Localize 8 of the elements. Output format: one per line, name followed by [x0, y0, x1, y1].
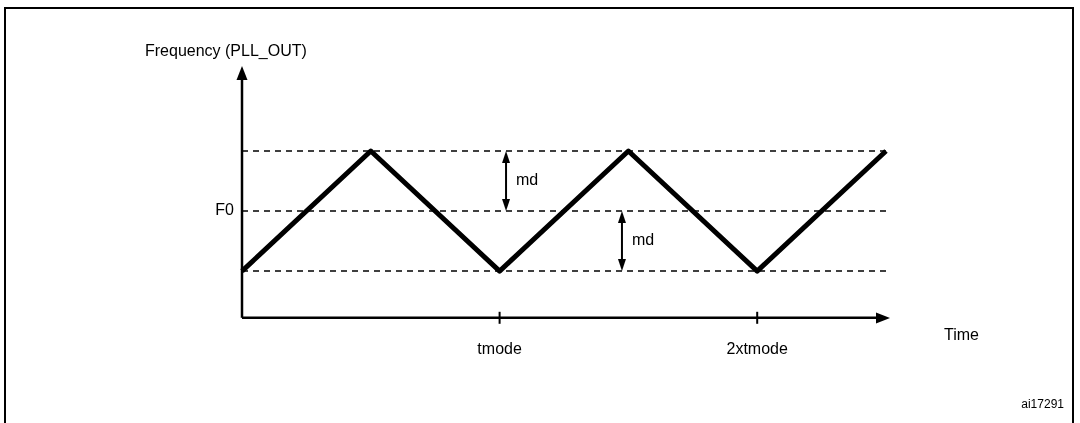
x-tick-label: 2xtmode [726, 339, 788, 357]
text: ai17291 [1021, 397, 1065, 411]
ref-line-label: F0 [215, 201, 235, 219]
annotation: md [516, 171, 539, 189]
text: Frequency (PLL_OUT) [145, 42, 307, 60]
annotation: md [631, 231, 655, 249]
x-axis-title: Time [944, 325, 980, 343]
x-tick-label: tmode [477, 339, 522, 357]
